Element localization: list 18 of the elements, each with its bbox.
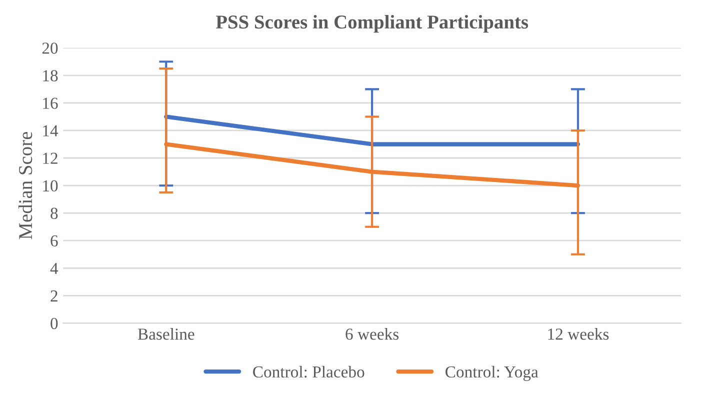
x-tick-label: 12 weeks [548, 328, 609, 340]
legend-label: Control: Placebo [253, 366, 364, 378]
chart-title: PSS Scores in Compliant Participants [216, 14, 528, 33]
y-tick-label: 10 [43, 180, 58, 192]
y-tick-label: 6 [50, 235, 58, 247]
legend-label: Control: Yoga [446, 366, 538, 381]
y-tick-label: 8 [50, 208, 58, 220]
y-tick-label: 12 [43, 152, 58, 164]
y-tick-label: 14 [43, 125, 58, 136]
y-tick-label: 16 [43, 98, 58, 109]
y-tick-label: 4 [50, 262, 58, 274]
x-tick-label: Baseline [138, 328, 194, 340]
y-tick-label: 18 [43, 70, 58, 82]
x-tick-label: 6 weeks [346, 328, 399, 340]
y-axis-title: Median Score [18, 132, 32, 240]
y-tick-label: 2 [50, 290, 58, 302]
y-tick-label: 20 [42, 42, 58, 54]
y-tick-label: 0 [50, 318, 58, 330]
